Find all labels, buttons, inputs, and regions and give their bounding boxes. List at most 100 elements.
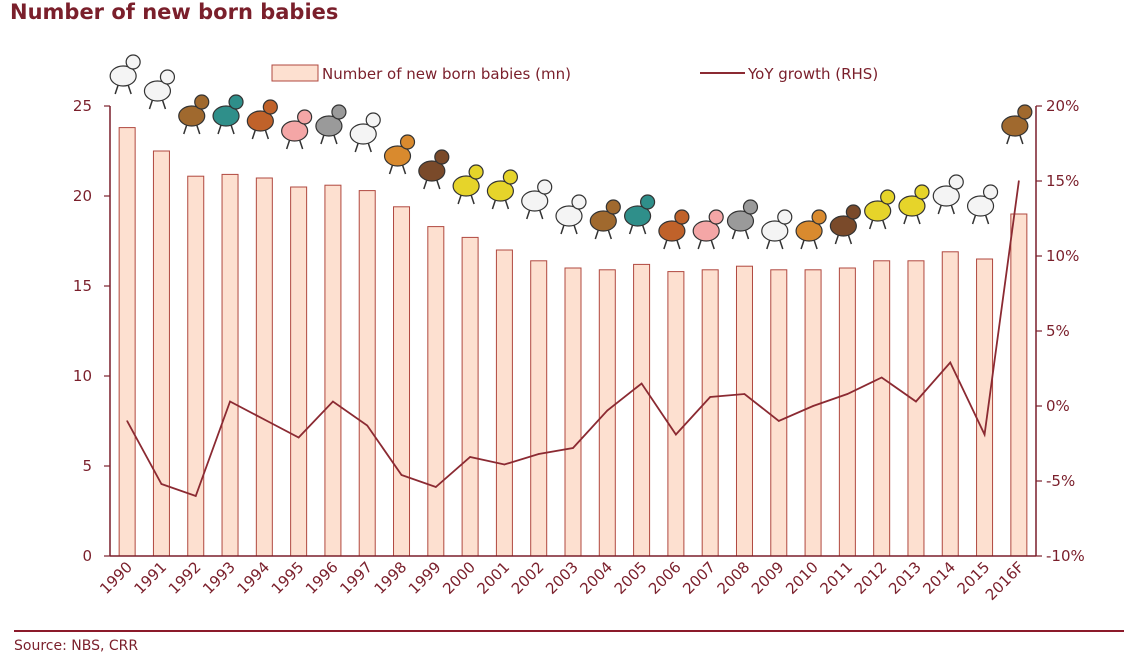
yoy-point-1992: [194, 495, 197, 497]
bar-1998: [393, 206, 411, 557]
ox-icon: [349, 112, 381, 153]
bar-2011: [838, 267, 856, 557]
x-tick-label: 1991: [131, 558, 171, 598]
y-right-tick-label: -10%: [1046, 547, 1085, 565]
yoy-point-2003: [572, 447, 574, 449]
tiger-icon: [383, 134, 416, 175]
yoy-point-1997: [366, 424, 369, 427]
bar-2002: [530, 260, 548, 557]
legend: Number of new born babies (mn) YoY growth…: [271, 64, 878, 83]
rat-icon: [726, 199, 759, 240]
bar-1991: [152, 150, 170, 557]
line-series: [126, 180, 1020, 498]
bar-1990: [118, 127, 136, 557]
footer-rule: [14, 630, 1124, 632]
dog-icon: [246, 99, 278, 140]
pig-icon: [281, 109, 313, 150]
bar-2016F: [1010, 213, 1028, 557]
bar-1992: [187, 175, 205, 557]
bar-2005: [633, 263, 651, 557]
goat-icon: [966, 184, 999, 225]
rabbit-icon: [829, 204, 861, 245]
horse-icon: [932, 174, 964, 215]
yoy-point-1990: [126, 420, 128, 422]
bar-2006: [667, 271, 685, 557]
pig-icon: [692, 209, 724, 250]
x-tick-label: 2003: [542, 558, 582, 598]
y-right-tick-label: 20%: [1046, 97, 1079, 115]
x-tick-label: 1997: [336, 558, 376, 598]
yoy-point-2015: [983, 433, 986, 436]
goat-icon: [143, 69, 176, 110]
yoy-point-2000: [469, 456, 471, 458]
bar-2004: [598, 269, 616, 557]
x-tick-label: 2012: [851, 558, 891, 598]
y-right-tick-label: 5%: [1046, 322, 1070, 340]
bar-1993: [221, 173, 239, 557]
dragon-icon: [452, 164, 484, 205]
bar-2007: [701, 269, 719, 557]
x-tick-label: 1993: [199, 558, 239, 598]
yoy-point-1993: [229, 400, 231, 403]
bar-2000: [461, 236, 479, 557]
bar-2014: [941, 251, 959, 557]
bar-2008: [735, 265, 753, 557]
y-right-tick-label: -5%: [1046, 472, 1075, 490]
y-right-tick-label: 15%: [1046, 172, 1079, 190]
x-tick-label: 2008: [714, 558, 754, 598]
bar-2001: [495, 249, 513, 557]
horse-icon: [521, 179, 553, 220]
bar-1999: [427, 226, 445, 557]
dog-icon: [658, 209, 690, 250]
yoy-point-2008: [743, 393, 746, 395]
bar-2012: [873, 260, 891, 557]
yoy-point-2016F: [1018, 180, 1020, 182]
yoy-point-1998: [400, 474, 403, 476]
yoy-point-1994: [263, 418, 266, 421]
goat-icon: [555, 194, 587, 235]
legend-line-label: YoY growth (RHS): [747, 65, 878, 83]
yoy-point-2007: [709, 396, 711, 398]
yoy-point-2005: [640, 382, 643, 385]
yoy-point-2011: [846, 393, 849, 395]
bar-1995: [290, 186, 308, 557]
y-right-tick-label: 10%: [1046, 247, 1079, 265]
x-tick-label: 2016F: [982, 558, 1028, 604]
x-tick-label: 2009: [748, 558, 788, 598]
x-tick-label: 2002: [508, 558, 548, 598]
y-left-tick-label: 0: [82, 547, 92, 565]
rooster-icon: [212, 94, 244, 135]
yoy-point-1999: [435, 486, 437, 488]
yoy-point-2002: [537, 453, 540, 455]
yoy-point-2014: [949, 361, 952, 364]
x-tick-label: 1990: [96, 558, 136, 598]
x-tick-label: 1998: [371, 558, 411, 598]
x-tick-label: 2013: [885, 558, 925, 598]
bar-1994: [255, 177, 273, 557]
monkey-icon: [178, 94, 210, 135]
monkey-icon: [1001, 104, 1033, 145]
bar-2009: [770, 269, 788, 557]
y-left-tick-label: 15: [73, 277, 92, 295]
bar-1996: [324, 184, 342, 557]
x-tick-label: 2011: [816, 558, 856, 598]
y-left-tick-label: 25: [73, 97, 92, 115]
dragon-icon: [864, 189, 896, 230]
bar-2003: [564, 267, 582, 557]
x-tick-label: 2004: [576, 558, 616, 598]
source-note: Source: NBS, CRR: [14, 638, 139, 654]
x-tick-label: 1994: [233, 558, 273, 598]
rooster-icon: [623, 194, 656, 235]
zodiac-icons: [109, 54, 1033, 250]
x-tick-label: 2005: [611, 558, 651, 598]
x-tick-label: 2007: [679, 558, 719, 598]
yoy-point-1995: [297, 436, 300, 439]
y-left-tick-label: 10: [73, 367, 92, 385]
ox-icon: [761, 209, 793, 250]
x-tick-label: 1999: [405, 558, 445, 598]
x-tick-label: 1996: [302, 558, 342, 598]
x-tick-label: 1992: [165, 558, 205, 598]
x-tick-label: 2001: [474, 558, 514, 598]
bar-1997: [358, 190, 376, 557]
